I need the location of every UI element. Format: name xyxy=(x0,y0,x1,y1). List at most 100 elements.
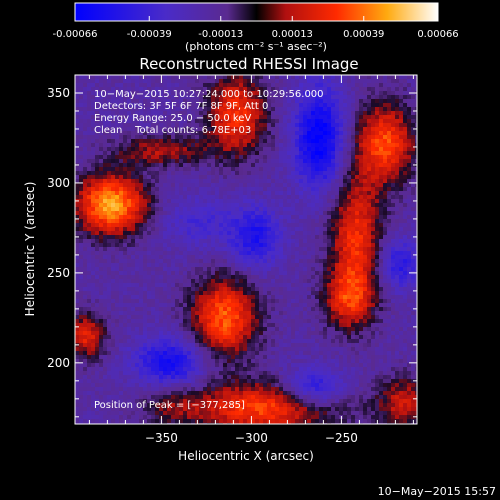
heatmap-cell xyxy=(171,259,175,263)
heatmap-cell xyxy=(323,259,327,263)
heatmap-cell xyxy=(383,203,387,207)
heatmap-cell xyxy=(399,195,403,199)
heatmap-cell xyxy=(159,123,163,127)
heatmap-cell xyxy=(223,167,227,171)
heatmap-cell xyxy=(383,287,387,291)
heatmap-cell xyxy=(119,275,123,279)
heatmap-cell xyxy=(299,251,303,255)
heatmap-cell xyxy=(387,183,391,187)
heatmap-cell xyxy=(91,163,95,167)
heatmap-cell xyxy=(171,87,175,91)
heatmap-cell xyxy=(367,147,371,151)
heatmap-cell xyxy=(251,287,255,291)
heatmap-cell xyxy=(159,95,163,99)
heatmap-cell xyxy=(139,171,143,175)
heatmap-cell xyxy=(327,283,331,287)
heatmap-cell xyxy=(91,167,95,171)
heatmap-cell xyxy=(211,283,215,287)
heatmap-cell xyxy=(147,171,151,175)
heatmap-cell xyxy=(155,127,159,131)
heatmap-cell xyxy=(367,139,371,143)
heatmap-cell xyxy=(415,219,417,223)
heatmap-cell xyxy=(195,107,199,111)
heatmap-cell xyxy=(307,279,311,283)
heatmap-cell xyxy=(395,219,399,223)
heatmap-cell xyxy=(199,239,203,243)
heatmap-cell xyxy=(159,135,163,139)
heatmap-cell xyxy=(359,283,363,287)
heatmap-cell xyxy=(323,159,327,163)
heatmap-cell xyxy=(83,259,87,263)
heatmap-cell xyxy=(231,295,235,299)
heatmap-cell xyxy=(251,211,255,215)
heatmap-cell xyxy=(359,267,363,271)
heatmap-cell xyxy=(171,243,175,247)
heatmap-cell xyxy=(283,87,287,91)
heatmap-cell xyxy=(359,251,363,255)
heatmap-cell xyxy=(283,223,287,227)
heatmap-cell xyxy=(203,167,207,171)
heatmap-cell xyxy=(255,143,259,147)
heatmap-cell xyxy=(319,275,323,279)
heatmap-cell xyxy=(95,251,99,255)
heatmap-cell xyxy=(319,99,323,103)
heatmap-cell xyxy=(203,135,207,139)
heatmap-cell xyxy=(195,211,199,215)
heatmap-cell xyxy=(311,155,315,159)
heatmap-cell xyxy=(115,271,119,275)
heatmap-cell xyxy=(319,123,323,127)
heatmap-cell xyxy=(115,195,119,199)
heatmap-cell xyxy=(243,191,247,195)
heatmap-cell xyxy=(151,111,155,115)
heatmap-cell xyxy=(91,303,95,307)
heatmap-cell xyxy=(99,263,103,267)
heatmap-cell xyxy=(79,111,83,115)
heatmap-cell xyxy=(255,127,259,131)
heatmap-cell xyxy=(279,267,283,271)
heatmap-cell xyxy=(127,151,131,155)
heatmap-cell xyxy=(315,143,319,147)
heatmap-cell xyxy=(235,119,239,123)
heatmap-cell xyxy=(343,171,347,175)
heatmap-cell xyxy=(411,155,415,159)
heatmap-cell xyxy=(415,131,417,135)
heatmap-cell xyxy=(279,155,283,159)
heatmap-cell xyxy=(199,163,203,167)
heatmap-cell xyxy=(223,135,227,139)
heatmap-cell xyxy=(407,259,411,263)
heatmap-cell xyxy=(195,279,199,283)
heatmap-cell xyxy=(379,167,383,171)
heatmap-cell xyxy=(139,115,143,119)
heatmap-cell xyxy=(123,291,127,295)
heatmap-cell xyxy=(331,191,335,195)
heatmap-cell xyxy=(123,255,127,259)
heatmap-cell xyxy=(371,283,375,287)
heatmap-cell xyxy=(151,203,155,207)
heatmap-cell xyxy=(363,251,367,255)
heatmap-cell xyxy=(295,215,299,219)
heatmap-cell xyxy=(367,295,371,299)
heatmap-cell xyxy=(147,159,151,163)
heatmap-cell xyxy=(83,179,87,183)
heatmap-cell xyxy=(215,227,219,231)
heatmap-cell xyxy=(87,195,91,199)
heatmap-cell xyxy=(259,243,263,247)
heatmap-cell xyxy=(147,87,151,91)
heatmap-cell xyxy=(135,175,139,179)
heatmap-cell xyxy=(103,175,107,179)
heatmap-cell xyxy=(355,107,359,111)
heatmap-cell xyxy=(151,235,155,239)
heatmap-cell xyxy=(207,151,211,155)
heatmap-cell xyxy=(403,167,407,171)
heatmap-cell xyxy=(391,83,395,87)
heatmap-cell xyxy=(163,163,167,167)
heatmap-cell xyxy=(95,279,99,283)
heatmap-cell xyxy=(403,163,407,167)
heatmap-cell xyxy=(303,83,307,87)
heatmap-cell xyxy=(75,103,79,107)
heatmap-cell xyxy=(383,143,387,147)
heatmap-cell xyxy=(275,119,279,123)
heatmap-cell xyxy=(91,99,95,103)
heatmap-cell xyxy=(275,163,279,167)
heatmap-cell xyxy=(91,295,95,299)
